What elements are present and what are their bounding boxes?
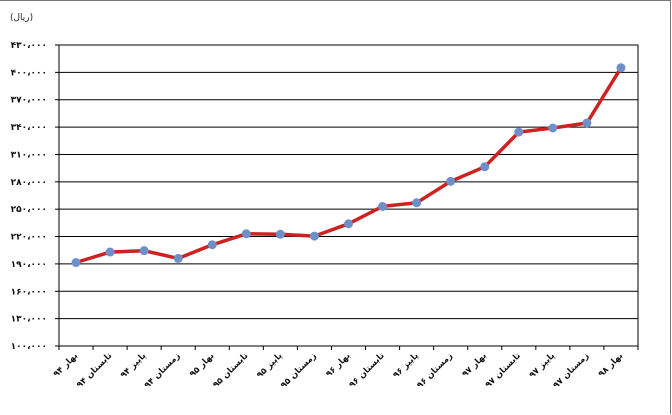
data-point	[412, 198, 422, 208]
data-point	[241, 229, 251, 239]
x-tick-label: پاییز ۹۵	[255, 351, 284, 380]
x-tick-label: تابستان ۹۴	[75, 351, 114, 390]
x-tick-label: تابستان ۹۶	[347, 351, 386, 390]
y-tick-label: ۳۴۰،۰۰۰	[11, 123, 47, 133]
y-tick-label: ۱۹۰،۰۰۰	[11, 260, 47, 270]
y-tick-label: ۲۲۰،۰۰۰	[11, 233, 47, 243]
x-tick-label: زمستان ۹۵	[279, 351, 319, 391]
x-tick-label: زمستان ۹۷	[551, 351, 591, 391]
x-tick-label: پاییز ۹۴	[119, 351, 148, 380]
x-tick-label: بهار ۹۷	[460, 351, 488, 379]
y-tick-label: ۴۳۰،۰۰۰	[11, 41, 47, 51]
series-line	[75, 66, 623, 265]
y-tick-label: ۲۸۰،۰۰۰	[11, 178, 47, 188]
x-tick-label: تابستان ۹۷	[484, 351, 523, 390]
data-point	[582, 118, 592, 128]
data-point	[616, 63, 626, 73]
plot-area	[58, 44, 639, 347]
y-tick-label: ۳۱۰،۰۰۰	[11, 150, 47, 160]
x-tick-label: بهار ۹۸	[597, 351, 625, 379]
data-point	[275, 229, 285, 239]
x-tick-label: زمستان ۹۴	[143, 351, 183, 391]
data-point	[548, 123, 558, 133]
data-point	[71, 258, 81, 268]
data-point	[309, 231, 319, 241]
y-tick-label: ۱۰۰،۰۰۰	[11, 342, 47, 352]
data-point	[139, 246, 149, 256]
x-tick-label: پاییز ۹۶	[391, 351, 420, 380]
x-tick-label: بهار ۹۴	[52, 351, 80, 379]
y-unit-label: (ریال)	[10, 13, 34, 23]
x-tick-label: تابستان ۹۵	[211, 351, 250, 390]
data-point	[378, 201, 388, 211]
y-tick-label: ۱۶۰،۰۰۰	[11, 287, 47, 297]
y-tick-label: ۳۷۰،۰۰۰	[11, 96, 47, 106]
data-point	[480, 162, 490, 172]
data-point	[446, 176, 456, 186]
x-tick-label: بهار ۹۵	[188, 351, 216, 379]
data-point	[344, 219, 353, 229]
grid-lines	[59, 71, 638, 320]
x-tick-label: بهار ۹۶	[324, 351, 352, 379]
y-tick-label: ۲۵۰،۰۰۰	[11, 205, 47, 215]
data-point	[105, 247, 115, 257]
data-point	[207, 240, 217, 250]
x-tick-label: پاییز ۹۷	[527, 351, 556, 380]
y-tick-label: ۴۰۰،۰۰۰	[11, 68, 47, 78]
data-point	[173, 253, 183, 263]
series-markers	[71, 63, 626, 268]
y-axis: ۱۰۰،۰۰۰ ۱۳۰،۰۰۰ ۱۶۰،۰۰۰ ۱۹۰،۰۰۰ ۲۲۰،۰۰۰ ۲۵۰،۰…	[11, 41, 59, 352]
x-tick-label: زمستان ۹۶	[415, 351, 455, 391]
y-tick-label: ۱۳۰،۰۰۰	[11, 315, 47, 325]
data-point	[514, 127, 524, 137]
